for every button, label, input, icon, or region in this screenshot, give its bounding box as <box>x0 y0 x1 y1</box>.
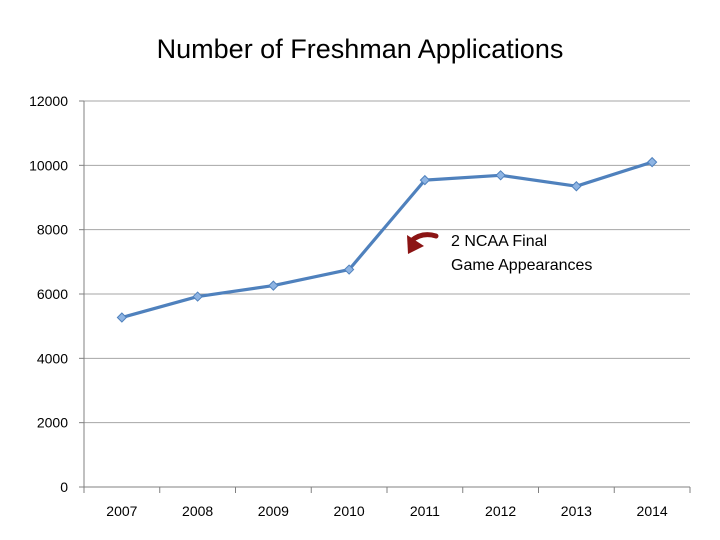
chart-title: Number of Freshman Applications <box>156 34 564 64</box>
series-line <box>120 160 654 320</box>
data-point <box>571 181 582 192</box>
x-tick-label: 2009 <box>258 503 289 519</box>
annotation-line-1: 2 NCAA Final <box>451 233 547 250</box>
annotation: 2 NCAA Final Game Appearances <box>407 232 592 274</box>
x-axis-ticks: 2007 2008 2009 2010 2011 2012 2013 2014 <box>83 487 691 519</box>
data-point <box>116 312 128 323</box>
y-tick-label: 2000 <box>37 415 68 431</box>
x-tick-label: 2014 <box>637 503 668 519</box>
y-tick-label: 8000 <box>37 222 68 238</box>
x-tick-label: 2010 <box>334 503 365 519</box>
y-tick-label: 12000 <box>29 93 68 109</box>
y-tick-label: 0 <box>60 479 68 495</box>
x-tick-label: 2013 <box>561 503 592 519</box>
data-point <box>646 156 658 168</box>
series-applications <box>116 156 658 323</box>
data-point <box>495 170 506 181</box>
data-point <box>419 174 431 186</box>
annotation-arrowhead <box>407 235 424 254</box>
gridlines <box>84 100 690 424</box>
data-point <box>343 264 355 275</box>
y-axis-ticks: 0 2000 4000 6000 8000 10000 12000 <box>29 93 84 495</box>
x-tick-label: 2007 <box>106 503 137 519</box>
y-tick-label: 4000 <box>37 350 68 366</box>
annotation-line-2: Game Appearances <box>451 257 592 274</box>
y-tick-label: 10000 <box>29 157 68 173</box>
x-tick-label: 2008 <box>182 503 213 519</box>
y-tick-label: 6000 <box>37 286 68 302</box>
x-tick-label: 2011 <box>410 503 440 519</box>
data-point <box>268 280 279 291</box>
data-point <box>192 291 203 302</box>
x-tick-label: 2012 <box>485 503 516 519</box>
